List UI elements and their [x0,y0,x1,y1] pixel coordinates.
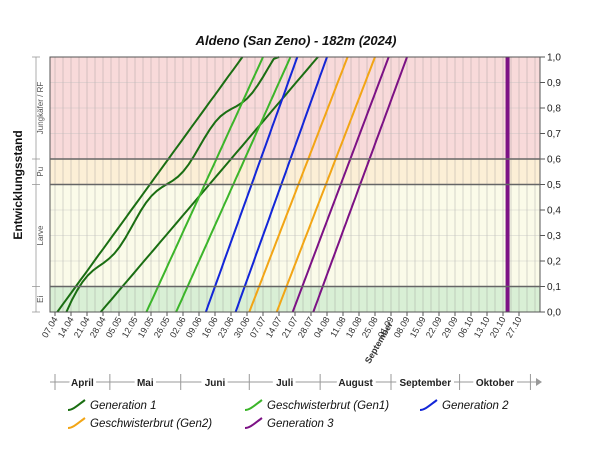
x-tick-label: 04.08 [312,315,332,340]
stage-label-0: Ei [36,295,45,302]
month-label-3: Juli [276,378,293,389]
y-tick-label: 0,1 [547,282,561,293]
month-label-6: Oktober [476,378,514,389]
x-tick-label: 27.10 [504,315,524,340]
y-tick-label: 1,0 [547,53,561,64]
legend-label-3: Geschwisterbrut (Gen2) [90,418,212,430]
legend-label-0: Generation 1 [90,400,157,412]
stage-label-2: Pu [36,167,45,177]
month-label-4: August [338,378,373,389]
plot-frame [49,56,541,313]
month-label-0: April [71,378,94,389]
legend-swatch-3 [67,417,86,429]
month-axis-arrow-icon [536,378,542,386]
legend-label-4: Generation 3 [267,418,334,430]
legend: Generation 1 Geschwisterbrut (Gen1) Genera… [67,399,509,430]
y-tick-label: 0,5 [547,180,561,191]
y-tick-label: 0,7 [547,129,561,140]
x-ticks: 07.0414.0421.0428.0405.0512.0519.0526.05… [40,312,524,365]
y-tick-label: 0,6 [547,155,561,166]
legend-label-1: Geschwisterbrut (Gen1) [267,400,389,412]
y-tick-label: 0,0 [547,308,561,319]
month-label-2: Juni [205,378,226,389]
stage-labels: Ei Larve Pu Jungkäfer / RF [32,56,45,313]
month-axis: April Mai Juni Juli August September Oktober [50,374,542,392]
legend-swatch-4 [244,417,263,429]
y-axis-label: Entwicklungsstand [11,130,25,239]
legend-swatch-0 [67,399,86,411]
y-tick-label: 0,8 [547,104,561,115]
stage-label-3: Jungkäfer / RF [36,82,45,135]
legend-swatch-1 [244,399,263,411]
stage-label-1: Larve [36,225,45,246]
month-label-1: Mai [137,378,154,389]
y-tick-label: 0,2 [547,257,561,268]
y-tick-label: 0,9 [547,78,561,89]
chart-title: Aldeno (San Zeno) - 182m (2024) [195,33,397,48]
month-label-5: September [399,378,451,389]
y-tick-label: 0,4 [547,206,561,217]
y-ticks: 0,0 0,1 0,2 0,3 0,4 0,5 0,6 0,7 0,8 0,9 1,0 [540,53,561,319]
legend-label-2: Generation 2 [442,400,509,412]
y-tick-label: 0,3 [547,231,561,242]
legend-swatch-2 [419,399,438,411]
